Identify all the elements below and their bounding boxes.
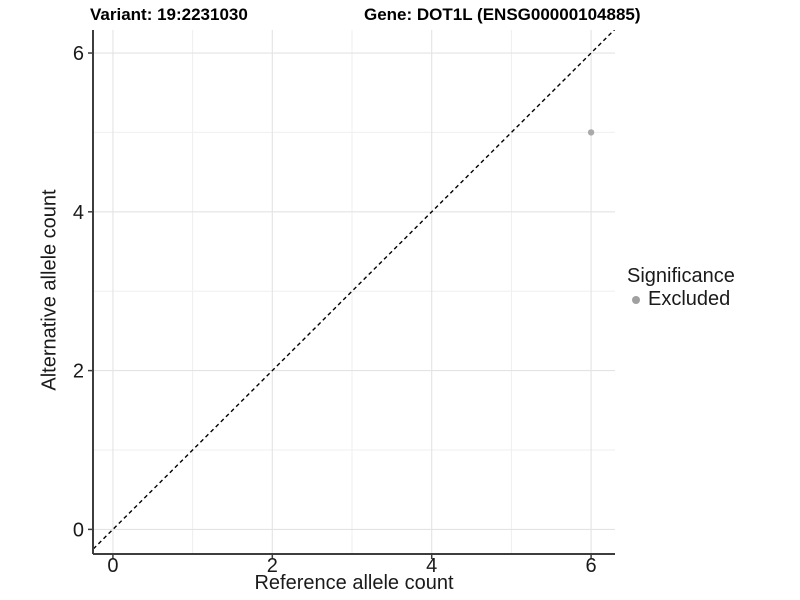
plot-title-gene: Gene: DOT1L (ENSG00000104885) (364, 5, 641, 24)
x-tick-label: 6 (586, 555, 597, 577)
y-tick-label: 4 (73, 202, 84, 224)
y-tick-label: 2 (73, 361, 84, 383)
x-tick-label: 4 (426, 555, 437, 577)
y-tick-label: 0 (73, 519, 84, 541)
legend-item-excluded: Excluded (627, 288, 735, 311)
legend-title: Significance (627, 265, 735, 287)
legend-key-dot (632, 295, 640, 304)
identity-line (93, 30, 615, 551)
legend: Significance Excluded (627, 265, 735, 311)
legend-item-label: Excluded (648, 288, 731, 310)
y-axis-title: Alternative allele count (38, 189, 61, 391)
x-tick-label: 2 (267, 555, 278, 577)
data-point (587, 129, 595, 136)
y-tick-label: 6 (73, 43, 84, 65)
plot-title-variant: Variant: 19:2231030 (90, 5, 248, 24)
x-axis-title: Reference allele count (254, 572, 454, 594)
x-tick-label: 0 (107, 555, 118, 577)
